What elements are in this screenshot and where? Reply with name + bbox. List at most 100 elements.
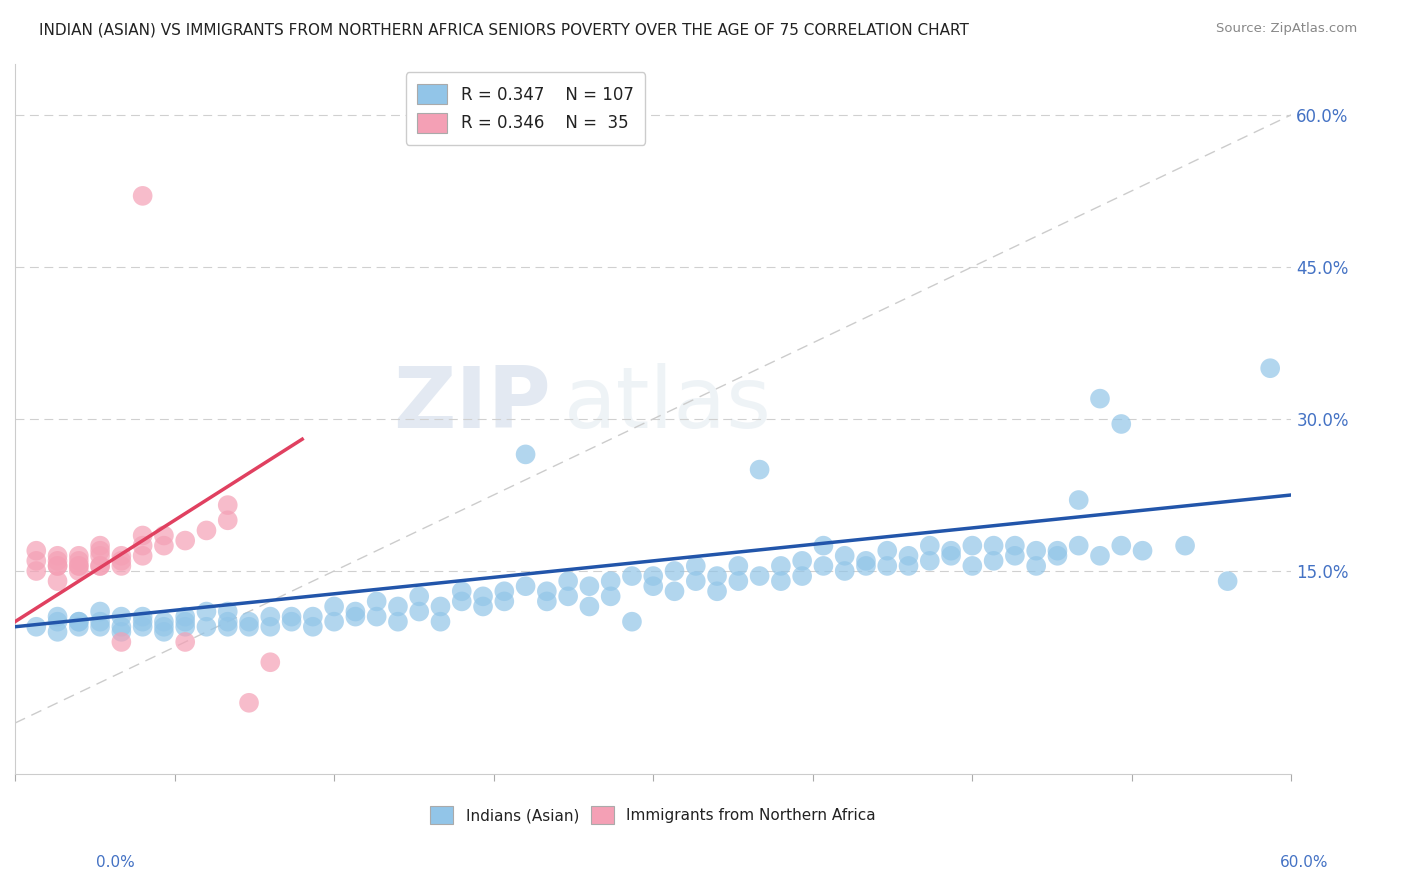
Text: atlas: atlas <box>564 363 772 446</box>
Point <box>110 635 132 649</box>
Point <box>813 539 835 553</box>
Point <box>918 554 941 568</box>
Point <box>174 533 197 548</box>
Point <box>131 609 153 624</box>
Point <box>46 609 69 624</box>
Point <box>67 620 90 634</box>
Point <box>110 558 132 573</box>
Point <box>813 558 835 573</box>
Point <box>259 620 281 634</box>
Point <box>494 584 516 599</box>
Point <box>302 609 325 624</box>
Point <box>643 569 665 583</box>
Point <box>174 615 197 629</box>
Point <box>217 615 239 629</box>
Point <box>110 624 132 639</box>
Point <box>450 584 472 599</box>
Point <box>195 605 218 619</box>
Point <box>217 605 239 619</box>
Point <box>25 564 48 578</box>
Point <box>450 594 472 608</box>
Point <box>962 558 984 573</box>
Point <box>1046 549 1069 563</box>
Point <box>748 462 770 476</box>
Point <box>748 569 770 583</box>
Point <box>302 620 325 634</box>
Point <box>238 696 260 710</box>
Point <box>131 549 153 563</box>
Legend: Indians (Asian), Immigrants from Northern Africa: Indians (Asian), Immigrants from Norther… <box>425 800 882 830</box>
Point <box>578 579 600 593</box>
Text: ZIP: ZIP <box>394 363 551 446</box>
Point <box>67 558 90 573</box>
Point <box>962 539 984 553</box>
Point <box>131 528 153 542</box>
Point <box>408 590 430 604</box>
Point <box>897 558 920 573</box>
Point <box>131 615 153 629</box>
Point <box>536 584 558 599</box>
Point <box>599 590 621 604</box>
Point <box>855 558 877 573</box>
Point <box>46 615 69 629</box>
Point <box>685 558 707 573</box>
Text: Source: ZipAtlas.com: Source: ZipAtlas.com <box>1216 22 1357 36</box>
Point <box>578 599 600 614</box>
Point <box>195 524 218 538</box>
Point <box>983 539 1005 553</box>
Point <box>834 549 856 563</box>
Point <box>238 615 260 629</box>
Point <box>217 498 239 512</box>
Point <box>153 624 176 639</box>
Point <box>67 558 90 573</box>
Point <box>89 558 111 573</box>
Point <box>153 620 176 634</box>
Point <box>387 615 409 629</box>
Point <box>153 528 176 542</box>
Point <box>792 569 814 583</box>
Point <box>1067 539 1090 553</box>
Point <box>89 615 111 629</box>
Point <box>46 574 69 588</box>
Point <box>344 605 367 619</box>
Point <box>557 574 579 588</box>
Point <box>195 620 218 634</box>
Point <box>259 609 281 624</box>
Point <box>664 564 686 578</box>
Point <box>1132 543 1154 558</box>
Point <box>1088 392 1111 406</box>
Point <box>769 574 792 588</box>
Point <box>1046 543 1069 558</box>
Point <box>983 554 1005 568</box>
Point <box>727 558 749 573</box>
Point <box>939 543 962 558</box>
Point <box>131 539 153 553</box>
Point <box>131 620 153 634</box>
Point <box>25 543 48 558</box>
Point <box>259 655 281 669</box>
Point <box>876 558 898 573</box>
Point <box>1067 493 1090 508</box>
Point <box>408 605 430 619</box>
Point <box>515 579 537 593</box>
Point <box>494 594 516 608</box>
Text: INDIAN (ASIAN) VS IMMIGRANTS FROM NORTHERN AFRICA SENIORS POVERTY OVER THE AGE O: INDIAN (ASIAN) VS IMMIGRANTS FROM NORTHE… <box>39 22 969 37</box>
Point <box>1216 574 1239 588</box>
Point <box>1025 558 1047 573</box>
Point <box>557 590 579 604</box>
Point <box>1109 417 1132 431</box>
Point <box>89 543 111 558</box>
Point <box>89 549 111 563</box>
Point <box>1025 543 1047 558</box>
Point <box>876 543 898 558</box>
Point <box>25 620 48 634</box>
Point <box>153 539 176 553</box>
Point <box>706 569 728 583</box>
Point <box>706 584 728 599</box>
Point <box>217 513 239 527</box>
Point <box>620 569 643 583</box>
Point <box>67 554 90 568</box>
Point <box>1088 549 1111 563</box>
Point <box>366 594 388 608</box>
Point <box>834 564 856 578</box>
